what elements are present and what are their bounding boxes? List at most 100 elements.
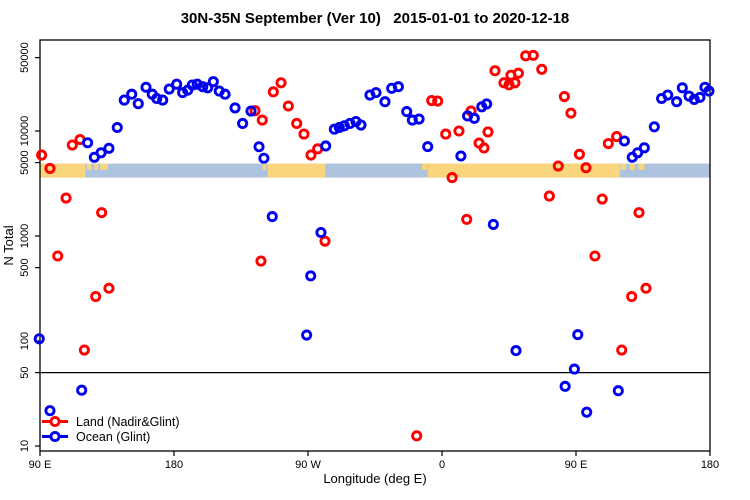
coast-fleck	[100, 163, 108, 170]
x-axis: 90 E 180 90 W 0 90 E 180 Longitude (deg E)	[29, 451, 719, 486]
land-ocean-map-band	[40, 163, 710, 178]
x-tick-label: 90 W	[295, 459, 321, 471]
data-point	[140, 81, 152, 93]
data-point	[401, 106, 413, 118]
y-tick-label: 50	[19, 366, 31, 378]
data-point	[648, 121, 660, 133]
data-point	[82, 137, 94, 149]
data-point	[78, 344, 90, 356]
data-point	[573, 148, 585, 160]
legend-marker-circle	[49, 430, 61, 443]
data-point	[581, 406, 593, 418]
data-point	[305, 149, 317, 161]
data-point	[568, 363, 580, 375]
data-point	[703, 85, 715, 97]
data-point	[291, 117, 303, 130]
data-point	[157, 94, 169, 106]
data-point	[275, 77, 287, 89]
data-point	[688, 93, 700, 105]
data-point	[33, 333, 45, 345]
data-point	[440, 128, 452, 140]
x-tick-label: 180	[165, 459, 183, 471]
data-point	[202, 82, 214, 94]
data-point	[90, 291, 102, 303]
data-point	[392, 81, 404, 93]
data-point	[111, 121, 123, 134]
legend-label: Land (Nadir&Glint)	[76, 415, 180, 429]
data-point	[298, 128, 310, 140]
y-tick-label: 100	[19, 332, 31, 350]
data-point	[640, 282, 652, 294]
data-point	[638, 142, 650, 154]
data-point	[355, 119, 367, 131]
data-point	[671, 96, 683, 108]
data-point	[453, 125, 465, 137]
data-point	[103, 142, 115, 154]
data-point	[482, 126, 494, 138]
data-point	[633, 207, 645, 219]
coast-fleck	[620, 163, 626, 170]
y-axis-title: N Total	[1, 225, 16, 265]
coast-fleck	[421, 163, 428, 170]
data-point	[132, 98, 144, 110]
data-point	[319, 235, 331, 247]
data-point	[370, 87, 382, 99]
data-point	[512, 67, 524, 79]
data-point	[481, 98, 493, 110]
data-point	[320, 140, 332, 152]
y-tick-label: 5000	[19, 150, 31, 174]
data-point	[543, 190, 555, 202]
data-point	[333, 121, 345, 134]
data-point	[559, 380, 571, 392]
data-point	[60, 192, 72, 204]
data-point	[44, 162, 56, 174]
data-point	[266, 211, 278, 223]
data-point	[151, 92, 163, 105]
data-point	[171, 78, 183, 90]
data-point	[510, 345, 522, 357]
coast-fleck	[94, 163, 99, 170]
data-point	[455, 150, 467, 162]
data-point	[96, 207, 108, 219]
coast-fleck	[629, 163, 635, 170]
data-point	[602, 137, 614, 150]
land-band-segment	[267, 163, 326, 178]
data-point	[662, 89, 674, 101]
data-point	[426, 94, 438, 107]
data-point	[256, 114, 268, 126]
y-tick-label: 1000	[19, 224, 31, 248]
data-point	[219, 88, 231, 100]
y-tick-label: 10000	[19, 116, 31, 147]
plot-border	[39, 39, 711, 452]
data-point	[626, 291, 638, 303]
data-point	[103, 282, 115, 294]
data-point	[282, 100, 294, 112]
data-point	[618, 135, 630, 147]
x-axis-title: Longitude (deg E)	[323, 471, 426, 486]
data-point	[676, 82, 688, 94]
data-point	[509, 77, 521, 89]
data-point	[552, 160, 564, 172]
data-point	[446, 172, 458, 184]
data-point	[536, 63, 548, 75]
data-point	[611, 131, 623, 143]
data-point	[616, 344, 628, 356]
data-point	[126, 88, 138, 100]
data-point	[163, 83, 175, 95]
ocean-series-points	[33, 76, 715, 418]
data-point	[422, 141, 434, 153]
coast-fleck	[262, 163, 267, 170]
data-point	[52, 250, 64, 262]
land-series-points	[36, 49, 652, 442]
data-point	[255, 255, 267, 267]
chart-title: 30N-35N September (Ver 10) 2015-01-01 to…	[180, 10, 570, 27]
legend-marker-circle	[49, 415, 61, 428]
data-point	[478, 142, 490, 154]
data-point	[572, 329, 584, 341]
data-point	[413, 113, 425, 125]
data-point	[432, 95, 444, 107]
y-tick-label: 500	[19, 258, 31, 276]
data-point	[596, 193, 608, 205]
data-point	[487, 218, 499, 230]
